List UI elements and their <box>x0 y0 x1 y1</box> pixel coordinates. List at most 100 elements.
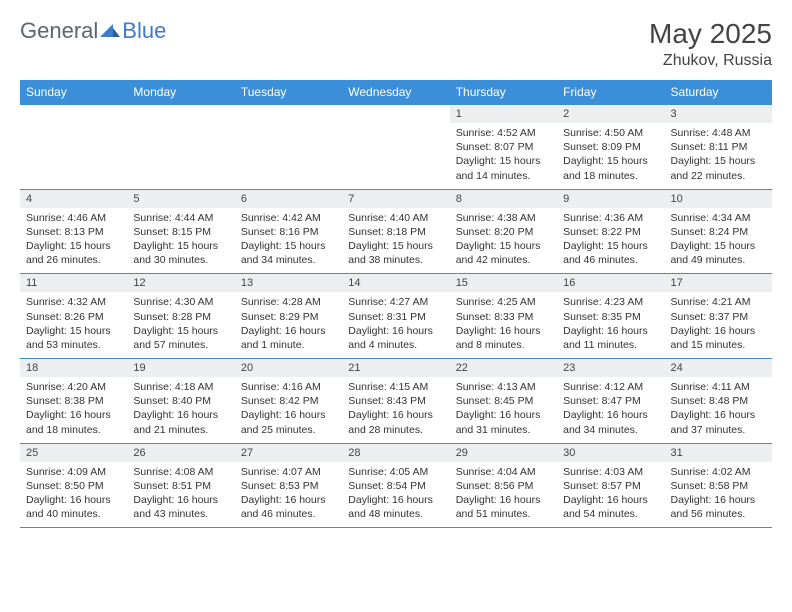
day-detail: Sunrise: 4:40 AMSunset: 8:18 PMDaylight:… <box>342 208 449 274</box>
empty-cell <box>342 123 449 189</box>
day-number: 29 <box>450 443 557 462</box>
sunset-text: Sunset: 8:45 PM <box>456 394 551 408</box>
sunrise-text: Sunrise: 4:11 AM <box>671 380 766 394</box>
daylight-text: Daylight: 16 hours and 18 minutes. <box>26 408 121 436</box>
daylight-text: Daylight: 16 hours and 56 minutes. <box>671 493 766 521</box>
sunrise-text: Sunrise: 4:25 AM <box>456 295 551 309</box>
week-detail-row: Sunrise: 4:46 AMSunset: 8:13 PMDaylight:… <box>20 208 772 274</box>
daylight-text: Daylight: 16 hours and 21 minutes. <box>133 408 228 436</box>
sunset-text: Sunset: 8:15 PM <box>133 225 228 239</box>
sunrise-text: Sunrise: 4:27 AM <box>348 295 443 309</box>
weekday-header: Saturday <box>665 80 772 105</box>
day-detail: Sunrise: 4:28 AMSunset: 8:29 PMDaylight:… <box>235 292 342 358</box>
day-detail: Sunrise: 4:42 AMSunset: 8:16 PMDaylight:… <box>235 208 342 274</box>
daylight-text: Daylight: 15 hours and 26 minutes. <box>26 239 121 267</box>
day-detail: Sunrise: 4:46 AMSunset: 8:13 PMDaylight:… <box>20 208 127 274</box>
sunset-text: Sunset: 8:47 PM <box>563 394 658 408</box>
week-daynum-row: 11121314151617 <box>20 274 772 293</box>
sunrise-text: Sunrise: 4:30 AM <box>133 295 228 309</box>
sunrise-text: Sunrise: 4:12 AM <box>563 380 658 394</box>
daylight-text: Daylight: 15 hours and 38 minutes. <box>348 239 443 267</box>
sunset-text: Sunset: 8:38 PM <box>26 394 121 408</box>
day-number: 21 <box>342 359 449 378</box>
logo-text-blue: Blue <box>122 18 166 44</box>
day-number: 15 <box>450 274 557 293</box>
sunrise-text: Sunrise: 4:48 AM <box>671 126 766 140</box>
day-detail: Sunrise: 4:08 AMSunset: 8:51 PMDaylight:… <box>127 462 234 528</box>
location: Zhukov, Russia <box>649 52 772 70</box>
sunset-text: Sunset: 8:43 PM <box>348 394 443 408</box>
daylight-text: Daylight: 15 hours and 30 minutes. <box>133 239 228 267</box>
day-detail: Sunrise: 4:23 AMSunset: 8:35 PMDaylight:… <box>557 292 664 358</box>
week-daynum-row: 18192021222324 <box>20 359 772 378</box>
weekday-header: Friday <box>557 80 664 105</box>
week-detail-row: Sunrise: 4:32 AMSunset: 8:26 PMDaylight:… <box>20 292 772 358</box>
sunrise-text: Sunrise: 4:03 AM <box>563 465 658 479</box>
sunset-text: Sunset: 8:13 PM <box>26 225 121 239</box>
day-number: 13 <box>235 274 342 293</box>
day-detail: Sunrise: 4:27 AMSunset: 8:31 PMDaylight:… <box>342 292 449 358</box>
daylight-text: Daylight: 16 hours and 37 minutes. <box>671 408 766 436</box>
day-detail: Sunrise: 4:16 AMSunset: 8:42 PMDaylight:… <box>235 377 342 443</box>
day-number: 12 <box>127 274 234 293</box>
day-detail: Sunrise: 4:34 AMSunset: 8:24 PMDaylight:… <box>665 208 772 274</box>
daylight-text: Daylight: 16 hours and 48 minutes. <box>348 493 443 521</box>
weekday-header: Monday <box>127 80 234 105</box>
sunrise-text: Sunrise: 4:20 AM <box>26 380 121 394</box>
day-number: 11 <box>20 274 127 293</box>
day-detail: Sunrise: 4:05 AMSunset: 8:54 PMDaylight:… <box>342 462 449 528</box>
sunset-text: Sunset: 8:53 PM <box>241 479 336 493</box>
day-number: 28 <box>342 443 449 462</box>
day-number: 20 <box>235 359 342 378</box>
day-number: 2 <box>557 105 664 124</box>
sunset-text: Sunset: 8:20 PM <box>456 225 551 239</box>
day-detail: Sunrise: 4:11 AMSunset: 8:48 PMDaylight:… <box>665 377 772 443</box>
calendar-table: Sunday Monday Tuesday Wednesday Thursday… <box>20 80 772 528</box>
logo-text-general: General <box>20 18 98 44</box>
daylight-text: Daylight: 16 hours and 28 minutes. <box>348 408 443 436</box>
empty-cell <box>342 105 449 124</box>
sunset-text: Sunset: 8:56 PM <box>456 479 551 493</box>
day-detail: Sunrise: 4:04 AMSunset: 8:56 PMDaylight:… <box>450 462 557 528</box>
day-detail: Sunrise: 4:44 AMSunset: 8:15 PMDaylight:… <box>127 208 234 274</box>
day-number: 18 <box>20 359 127 378</box>
day-number: 16 <box>557 274 664 293</box>
sunset-text: Sunset: 8:51 PM <box>133 479 228 493</box>
sunset-text: Sunset: 8:29 PM <box>241 310 336 324</box>
sunset-text: Sunset: 8:24 PM <box>671 225 766 239</box>
week-detail-row: Sunrise: 4:20 AMSunset: 8:38 PMDaylight:… <box>20 377 772 443</box>
daylight-text: Daylight: 15 hours and 46 minutes. <box>563 239 658 267</box>
empty-cell <box>235 123 342 189</box>
day-number: 14 <box>342 274 449 293</box>
day-number: 19 <box>127 359 234 378</box>
day-number: 24 <box>665 359 772 378</box>
day-number: 10 <box>665 189 772 208</box>
day-number: 7 <box>342 189 449 208</box>
daylight-text: Daylight: 16 hours and 43 minutes. <box>133 493 228 521</box>
sunrise-text: Sunrise: 4:13 AM <box>456 380 551 394</box>
day-number: 26 <box>127 443 234 462</box>
sunset-text: Sunset: 8:54 PM <box>348 479 443 493</box>
sunrise-text: Sunrise: 4:52 AM <box>456 126 551 140</box>
daylight-text: Daylight: 15 hours and 57 minutes. <box>133 324 228 352</box>
sunset-text: Sunset: 8:31 PM <box>348 310 443 324</box>
sunrise-text: Sunrise: 4:32 AM <box>26 295 121 309</box>
day-detail: Sunrise: 4:07 AMSunset: 8:53 PMDaylight:… <box>235 462 342 528</box>
day-number: 6 <box>235 189 342 208</box>
empty-cell <box>127 105 234 124</box>
sunrise-text: Sunrise: 4:38 AM <box>456 211 551 225</box>
day-number: 3 <box>665 105 772 124</box>
sunrise-text: Sunrise: 4:50 AM <box>563 126 658 140</box>
sunset-text: Sunset: 8:33 PM <box>456 310 551 324</box>
sunset-text: Sunset: 8:07 PM <box>456 140 551 154</box>
week-detail-row: Sunrise: 4:09 AMSunset: 8:50 PMDaylight:… <box>20 462 772 528</box>
daylight-text: Daylight: 15 hours and 42 minutes. <box>456 239 551 267</box>
day-number: 30 <box>557 443 664 462</box>
daylight-text: Daylight: 15 hours and 14 minutes. <box>456 154 551 182</box>
daylight-text: Daylight: 16 hours and 51 minutes. <box>456 493 551 521</box>
weekday-header: Thursday <box>450 80 557 105</box>
sunrise-text: Sunrise: 4:46 AM <box>26 211 121 225</box>
sunrise-text: Sunrise: 4:08 AM <box>133 465 228 479</box>
daylight-text: Daylight: 16 hours and 4 minutes. <box>348 324 443 352</box>
day-detail: Sunrise: 4:09 AMSunset: 8:50 PMDaylight:… <box>20 462 127 528</box>
